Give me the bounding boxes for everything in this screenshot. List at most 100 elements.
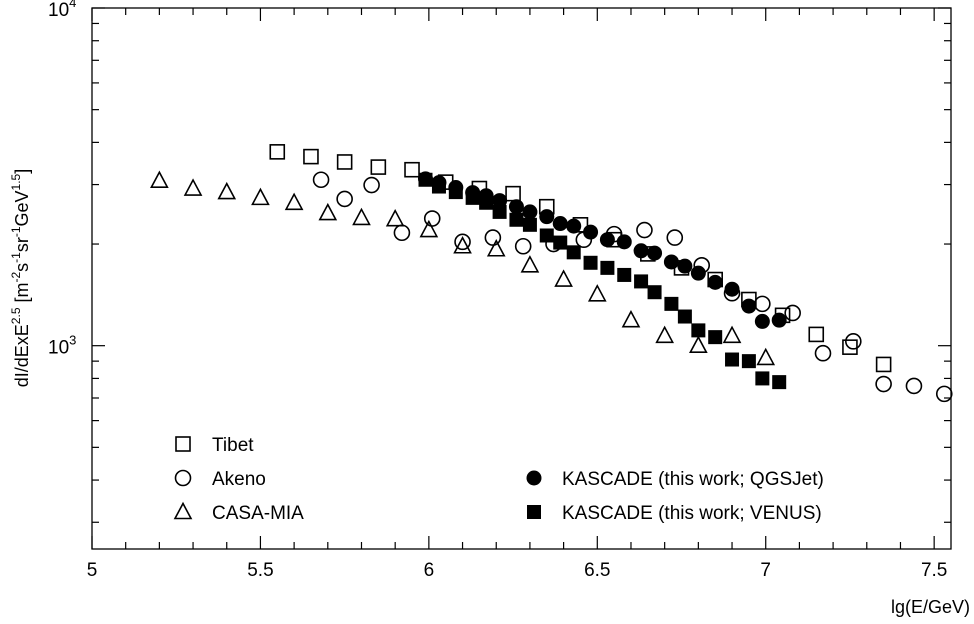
legend-marker bbox=[527, 505, 541, 519]
data-point bbox=[553, 235, 568, 250]
data-point bbox=[454, 233, 471, 251]
data-point bbox=[336, 154, 353, 170]
data-point bbox=[772, 375, 787, 390]
data-point bbox=[633, 243, 649, 259]
x-axis-label: lg(E/GeV) bbox=[891, 597, 970, 617]
data-point bbox=[566, 218, 582, 234]
data-point bbox=[905, 377, 923, 395]
data-point bbox=[393, 224, 411, 242]
data-point bbox=[370, 159, 387, 175]
data-point bbox=[708, 330, 723, 345]
data-point bbox=[808, 326, 825, 343]
legend-label: KASCADE (this work; VENUS) bbox=[562, 503, 822, 524]
data-point bbox=[404, 161, 420, 178]
data-point bbox=[479, 195, 494, 210]
data-point bbox=[814, 344, 832, 362]
data-point bbox=[539, 209, 555, 225]
legend-marker bbox=[526, 470, 542, 486]
data-point bbox=[741, 298, 757, 314]
data-point bbox=[418, 172, 433, 187]
data-point bbox=[583, 255, 598, 270]
data-point bbox=[741, 354, 756, 369]
data-point bbox=[448, 185, 463, 200]
data-point bbox=[284, 192, 304, 211]
data-point bbox=[465, 190, 480, 205]
data-point bbox=[666, 229, 684, 246]
legend-label: KASCADE (this work; QGSJet) bbox=[562, 469, 824, 490]
data-point bbox=[755, 371, 770, 386]
data-point bbox=[599, 232, 615, 248]
data-point bbox=[636, 221, 653, 239]
data-point bbox=[183, 178, 203, 196]
data-point bbox=[647, 245, 663, 261]
data-point bbox=[935, 385, 953, 403]
x-tick-labels: 5 5.5 6 6.5 7 7.5 bbox=[87, 560, 948, 581]
data-point bbox=[303, 148, 319, 165]
series-4 bbox=[418, 172, 787, 390]
x-tick-label: 5.5 bbox=[247, 560, 273, 581]
data-point bbox=[385, 208, 405, 227]
data-point bbox=[150, 170, 169, 189]
data-point bbox=[875, 356, 892, 373]
data-point bbox=[617, 267, 632, 282]
data-point bbox=[725, 352, 740, 367]
axis-ticks bbox=[91, 7, 951, 549]
x-tick-label: 6 bbox=[424, 560, 435, 581]
data-point bbox=[419, 219, 439, 238]
data-point bbox=[217, 181, 237, 200]
data-point bbox=[845, 333, 862, 350]
data-point bbox=[552, 216, 568, 232]
data-point bbox=[707, 274, 723, 290]
series-1 bbox=[312, 171, 953, 403]
data-point bbox=[522, 217, 537, 232]
data-point bbox=[539, 228, 554, 243]
legend-label: CASA-MIA bbox=[212, 503, 304, 524]
data-point bbox=[508, 199, 524, 215]
data-point bbox=[269, 144, 286, 160]
data-point bbox=[484, 229, 502, 246]
data-point bbox=[754, 295, 771, 313]
legend-label: Akeno bbox=[212, 469, 266, 490]
data-point bbox=[505, 185, 521, 202]
data-point bbox=[312, 171, 330, 189]
data-point bbox=[251, 187, 270, 206]
data-point bbox=[423, 210, 441, 227]
data-point bbox=[689, 335, 708, 353]
data-point bbox=[664, 296, 679, 311]
y-tick-label: 103 bbox=[48, 333, 76, 359]
data-point bbox=[509, 212, 524, 227]
legend: Tibet Akeno CASA-MIA KASCADE (this work; QG… bbox=[173, 435, 824, 524]
data-point bbox=[691, 323, 706, 338]
data-point bbox=[690, 265, 706, 281]
x-tick-label: 7.5 bbox=[921, 560, 947, 581]
data-point bbox=[756, 347, 776, 366]
data-point bbox=[566, 245, 581, 260]
data-point bbox=[514, 237, 532, 255]
y-tick-labels: 103 104 bbox=[48, 0, 76, 359]
data-point bbox=[363, 176, 380, 194]
data-point bbox=[587, 284, 607, 302]
data-point bbox=[663, 254, 679, 270]
y-axis-label: dI/dExE2.5 [m-2s-1sr-1GeV1.5] bbox=[9, 169, 32, 387]
x-tick-label: 7 bbox=[760, 560, 771, 581]
data-point bbox=[677, 309, 692, 324]
data-point bbox=[875, 375, 892, 393]
data-series bbox=[150, 144, 953, 403]
x-tick-label: 5 bbox=[87, 560, 98, 581]
data-point bbox=[722, 325, 742, 344]
data-point bbox=[647, 285, 662, 300]
legend-label: Tibet bbox=[212, 435, 254, 456]
data-point bbox=[318, 202, 338, 221]
data-point bbox=[492, 204, 507, 219]
data-point bbox=[784, 304, 801, 322]
plot-frame bbox=[91, 7, 952, 550]
data-point bbox=[583, 224, 599, 240]
data-point bbox=[724, 281, 740, 297]
data-point bbox=[754, 313, 770, 329]
data-point bbox=[655, 325, 675, 344]
data-point bbox=[600, 260, 615, 275]
legend-marker bbox=[173, 501, 193, 520]
data-point bbox=[486, 239, 506, 257]
data-point bbox=[634, 274, 649, 289]
